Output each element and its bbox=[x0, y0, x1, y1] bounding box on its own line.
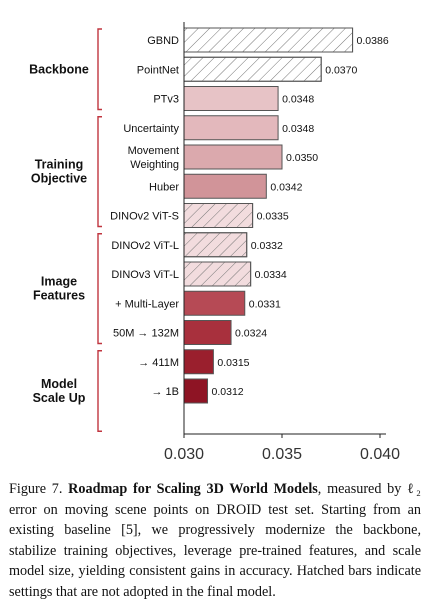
bar-3 bbox=[183, 115, 279, 141]
group-bracket-0 bbox=[97, 28, 102, 111]
bar-hatch-8 bbox=[183, 261, 252, 287]
bar-11 bbox=[183, 349, 214, 375]
bar-category-label-7: DINOv2 ViT-L bbox=[111, 240, 179, 252]
bar-value-label-4: 0.0350 bbox=[286, 152, 318, 164]
group-label-0: Backbone bbox=[29, 62, 89, 76]
caption-prefix: Figure 7. bbox=[9, 481, 69, 497]
bar-category-label-1: PointNet bbox=[137, 64, 179, 76]
bar-category-label-8: DINOv3 ViT-L bbox=[111, 269, 179, 281]
bar-category-label-5: Huber bbox=[149, 181, 179, 193]
bar-value-label-5: 0.0342 bbox=[270, 181, 302, 193]
bar-2 bbox=[183, 86, 279, 111]
group-bracket-3 bbox=[97, 350, 102, 432]
caption-text: , measured by ℓ₂ error on moving scene p… bbox=[9, 481, 422, 600]
bar-hatch-1 bbox=[183, 56, 322, 82]
bar-9 bbox=[183, 290, 246, 316]
group-bracket-1 bbox=[97, 116, 102, 228]
caption-bold-title: Roadmap for Scaling 3D World Models bbox=[68, 481, 318, 497]
bar-value-label-3: 0.0348 bbox=[282, 123, 314, 135]
bar-category-label-9: + Multi-Layer bbox=[115, 298, 179, 310]
bar-4 bbox=[183, 144, 283, 170]
bar-category-label-2: PTv3 bbox=[153, 94, 179, 106]
x-tick-label-2: 0.040 bbox=[360, 446, 400, 463]
bar-value-label-11: 0.0315 bbox=[217, 357, 249, 369]
bar-category-label-6: DINOv2 ViT-S bbox=[110, 211, 179, 223]
bar-category-label-12: → 1B bbox=[151, 386, 179, 398]
bar-value-label-8: 0.0334 bbox=[255, 269, 287, 281]
bar-5 bbox=[183, 173, 267, 199]
bar-category-label-3: Uncertainty bbox=[123, 123, 179, 135]
x-tick-label-1: 0.035 bbox=[262, 446, 302, 463]
roadmap-bar-chart: 0.0386 GBND 0.0370 PointNet 0.0348 PTv3 0.0348… bbox=[29, 22, 400, 463]
bar-12 bbox=[183, 378, 209, 404]
figure-caption: Figure 7. Roadmap for Scaling 3D World M… bbox=[9, 479, 421, 603]
bar-value-label-12: 0.0312 bbox=[212, 386, 244, 398]
bar-value-label-2: 0.0348 bbox=[282, 94, 314, 106]
group-label-2: Image Features bbox=[33, 275, 85, 303]
bar-hatch-6 bbox=[183, 203, 254, 228]
bar-value-label-10: 0.0324 bbox=[235, 328, 267, 340]
bar-value-label-0: 0.0386 bbox=[357, 35, 389, 47]
bar-10 bbox=[183, 320, 232, 345]
bar-category-label-4: Movement Weighting bbox=[128, 145, 179, 171]
bar-value-label-7: 0.0332 bbox=[251, 240, 283, 252]
bar-category-label-10: 50M → 132M bbox=[113, 328, 179, 340]
bar-category-label-0: GBND bbox=[147, 35, 179, 47]
bar-value-label-1: 0.0370 bbox=[325, 64, 357, 76]
group-label-3: Model Scale Up bbox=[33, 377, 86, 405]
bar-value-label-9: 0.0331 bbox=[249, 298, 281, 310]
group-label-1: Training Objective bbox=[31, 158, 87, 186]
bar-category-label-11: → 411M bbox=[138, 357, 179, 369]
bar-hatch-0 bbox=[183, 27, 354, 53]
x-tick-label-0: 0.030 bbox=[164, 446, 204, 463]
bar-value-label-6: 0.0335 bbox=[257, 211, 289, 223]
bar-hatch-7 bbox=[183, 232, 248, 258]
group-bracket-2 bbox=[97, 233, 102, 345]
